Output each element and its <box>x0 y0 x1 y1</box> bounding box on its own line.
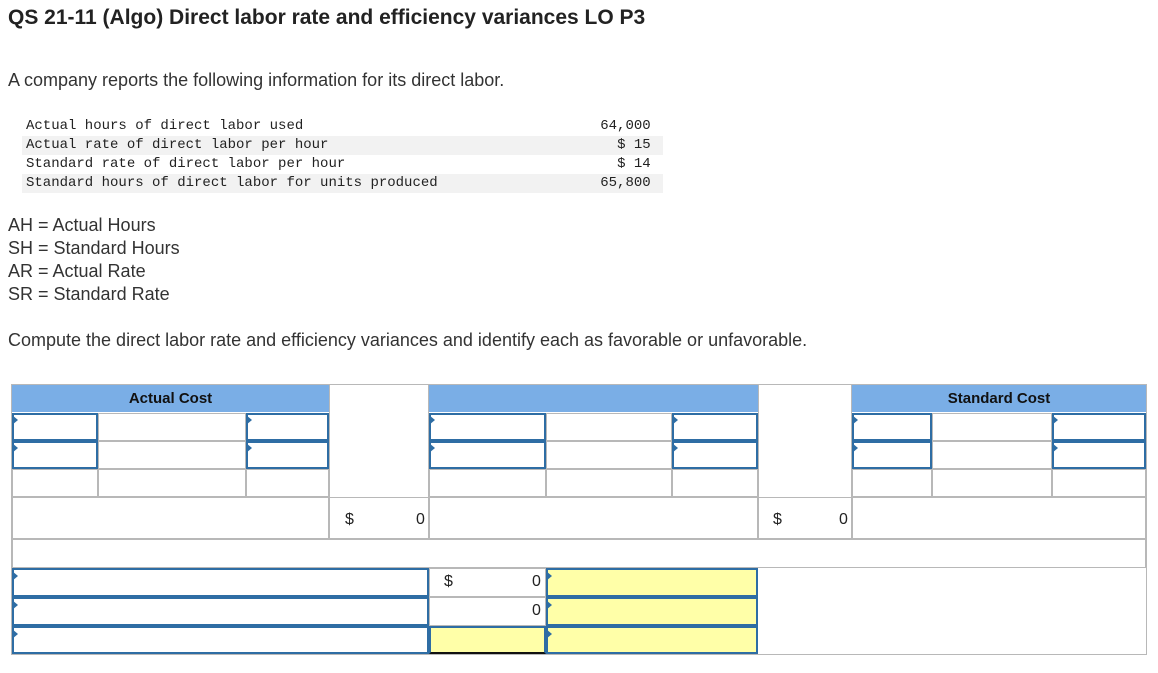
variance-type-select-3[interactable] <box>546 626 758 654</box>
standard-cell-3b <box>932 469 1052 497</box>
variance-label-input-2[interactable] <box>12 597 429 626</box>
middle-cell-2b[interactable] <box>546 441 672 469</box>
dropdown-marker-icon <box>546 571 552 581</box>
variance-type-select-1[interactable] <box>546 568 758 597</box>
actual-cell-1b[interactable] <box>98 413 246 441</box>
dropdown-marker-icon <box>429 443 435 453</box>
actual-total-value: 0 <box>416 511 425 528</box>
middle-total-cell <box>429 497 758 539</box>
actual-cell-3c <box>246 469 329 497</box>
standard-input-2c[interactable] <box>1052 441 1146 469</box>
dropdown-marker-icon <box>1052 443 1058 453</box>
middle-input-2c[interactable] <box>672 441 758 469</box>
given-label: Actual hours of direct labor used <box>26 118 304 134</box>
actual-input-2a[interactable] <box>12 441 98 469</box>
variance-worksheet: Actual Cost Standard Cost $ 0 $ 0 <box>11 384 1147 655</box>
dropdown-marker-icon <box>546 600 552 610</box>
given-value: 64,000 <box>600 118 651 134</box>
dropdown-marker-icon <box>12 443 18 453</box>
standard-cell-3a <box>852 469 932 497</box>
given-label: Actual rate of direct labor per hour <box>22 136 442 155</box>
standard-input-1c[interactable] <box>1052 413 1146 441</box>
middle-input-1c[interactable] <box>672 413 758 441</box>
standard-cost-header: Standard Cost <box>852 385 1146 412</box>
given-label: Standard hours of direct labor for units… <box>22 174 442 193</box>
dropdown-marker-icon <box>12 571 18 581</box>
standard-input-2a[interactable] <box>852 441 932 469</box>
dropdown-marker-icon <box>246 415 252 425</box>
dropdown-marker-icon <box>246 443 252 453</box>
dropdown-marker-icon <box>12 600 18 610</box>
actual-input-1a[interactable] <box>12 413 98 441</box>
given-value: $ 15 <box>441 136 663 155</box>
actual-total-currency: $ <box>345 511 354 528</box>
standard-cell-3c <box>1052 469 1146 497</box>
middle-header <box>429 385 758 412</box>
definition-ah: AH = Actual Hours <box>8 215 156 235</box>
definition-ar: AR = Actual Rate <box>8 261 146 281</box>
middle-input-1a[interactable] <box>429 413 546 441</box>
variance-value-1: 0 <box>532 573 541 590</box>
table-row: Standard hours of direct labor for units… <box>22 174 663 193</box>
variance-label-input-1[interactable] <box>12 568 429 597</box>
standard-total-currency: $ <box>773 511 782 528</box>
table-row: Actual hours of direct labor used 64,000 <box>22 117 663 136</box>
middle-cell-3c <box>672 469 758 497</box>
given-data-table: Actual hours of direct labor used 64,000… <box>22 117 663 193</box>
intro-text: A company reports the following informat… <box>8 70 505 90</box>
given-label: Standard rate of direct labor per hour <box>26 156 346 172</box>
spacer-row <box>12 539 1146 568</box>
middle-cell-1b[interactable] <box>546 413 672 441</box>
standard-total-label-cell <box>852 497 1146 539</box>
dropdown-marker-icon <box>672 415 678 425</box>
dropdown-marker-icon <box>852 415 858 425</box>
variance-type-select-2[interactable] <box>546 597 758 626</box>
definitions: AH = Actual Hours SH = Standard Hours AR… <box>8 214 180 306</box>
variance-currency-1: $ <box>444 573 453 590</box>
variance-amount-2[interactable] <box>429 597 546 626</box>
variance-amount-3[interactable] <box>429 626 546 654</box>
given-value: $ 14 <box>617 156 651 172</box>
actual-total-label-cell <box>12 497 329 539</box>
page-title: QS 21-11 (Algo) Direct labor rate and ef… <box>8 6 646 29</box>
blank-column-2 <box>758 385 852 497</box>
actual-input-2c[interactable] <box>246 441 329 469</box>
actual-input-1c[interactable] <box>246 413 329 441</box>
standard-total-value: 0 <box>839 511 848 528</box>
instruction-text: Compute the direct labor rate and effici… <box>8 330 808 350</box>
middle-input-2a[interactable] <box>429 441 546 469</box>
actual-cost-header: Actual Cost <box>12 385 329 412</box>
dropdown-marker-icon <box>1052 415 1058 425</box>
definition-sh: SH = Standard Hours <box>8 238 180 258</box>
definition-sr: SR = Standard Rate <box>8 284 170 304</box>
standard-cell-1b[interactable] <box>932 413 1052 441</box>
variance-label-input-3[interactable] <box>12 626 429 654</box>
actual-cell-2b[interactable] <box>98 441 246 469</box>
standard-input-1a[interactable] <box>852 413 932 441</box>
dropdown-marker-icon <box>852 443 858 453</box>
actual-cell-3b <box>98 469 246 497</box>
actual-cell-3a <box>12 469 98 497</box>
variance-amount-1[interactable] <box>429 568 546 597</box>
standard-cell-2b[interactable] <box>932 441 1052 469</box>
standard-total-cell[interactable] <box>758 497 852 539</box>
table-row: Actual rate of direct labor per hour $ 1… <box>22 136 663 155</box>
dropdown-marker-icon <box>672 443 678 453</box>
dropdown-marker-icon <box>546 629 552 639</box>
dropdown-marker-icon <box>12 629 18 639</box>
table-row: Standard rate of direct labor per hour $… <box>22 155 663 174</box>
actual-total-cell[interactable] <box>329 497 429 539</box>
middle-cell-3a <box>429 469 546 497</box>
variance-value-2: 0 <box>532 602 541 619</box>
blank-column-1 <box>329 385 429 497</box>
dropdown-marker-icon <box>429 415 435 425</box>
dropdown-marker-icon <box>12 415 18 425</box>
given-value: 65,800 <box>441 174 663 193</box>
middle-cell-3b <box>546 469 672 497</box>
